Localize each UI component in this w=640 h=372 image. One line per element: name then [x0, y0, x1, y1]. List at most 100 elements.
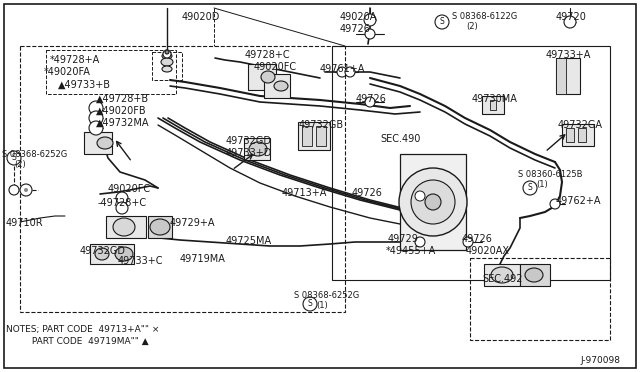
Text: S 08368-6252G: S 08368-6252G: [2, 150, 67, 159]
Circle shape: [425, 194, 441, 210]
Circle shape: [89, 111, 103, 125]
Circle shape: [337, 67, 347, 77]
Bar: [84, 132, 112, 154]
Text: 49020FC: 49020FC: [254, 62, 297, 72]
Text: 49726: 49726: [352, 188, 383, 198]
Text: 49726: 49726: [356, 94, 387, 104]
Text: ▲49728+B: ▲49728+B: [96, 94, 149, 104]
Circle shape: [364, 14, 376, 26]
Bar: [566, 128, 574, 142]
Ellipse shape: [249, 142, 267, 156]
Text: PART CODE  49719MA"" ▲: PART CODE 49719MA"" ▲: [6, 337, 148, 346]
Ellipse shape: [161, 58, 173, 66]
Circle shape: [345, 67, 355, 77]
Bar: [578, 128, 586, 142]
Bar: [470, 258, 610, 340]
Ellipse shape: [150, 219, 170, 235]
Bar: [46, 50, 176, 94]
Text: 49719MA: 49719MA: [180, 254, 226, 264]
Text: 49720: 49720: [556, 12, 587, 22]
Circle shape: [399, 168, 467, 236]
Bar: [264, 74, 290, 98]
Circle shape: [415, 191, 425, 201]
Text: 49020A: 49020A: [340, 12, 378, 22]
Text: (2): (2): [14, 160, 26, 169]
Circle shape: [463, 237, 473, 247]
Text: 49732GD: 49732GD: [226, 136, 272, 146]
Ellipse shape: [113, 218, 135, 236]
Text: ▲49020FB: ▲49020FB: [96, 106, 147, 116]
Ellipse shape: [97, 137, 113, 149]
Text: S: S: [12, 154, 17, 163]
Text: S 08360-6125B: S 08360-6125B: [518, 170, 582, 179]
Text: SEC.492: SEC.492: [482, 274, 522, 284]
Text: *49020FA: *49020FA: [44, 67, 91, 77]
Text: 49732GB: 49732GB: [299, 120, 344, 130]
Ellipse shape: [162, 53, 172, 59]
Ellipse shape: [95, 248, 109, 260]
Bar: [562, 124, 594, 146]
Text: 49733+D: 49733+D: [226, 148, 273, 158]
Circle shape: [411, 180, 455, 224]
Text: 49713+A: 49713+A: [282, 188, 328, 198]
Bar: [148, 216, 172, 238]
Text: 49725MA: 49725MA: [226, 236, 272, 246]
Text: SEC.490: SEC.490: [380, 134, 420, 144]
Ellipse shape: [162, 66, 172, 72]
Text: ▲49733+B: ▲49733+B: [58, 80, 111, 90]
Circle shape: [564, 16, 576, 28]
Text: 49762+A: 49762+A: [556, 196, 602, 206]
Bar: [490, 100, 496, 110]
Text: *49728+A: *49728+A: [50, 55, 100, 65]
Circle shape: [116, 202, 128, 214]
Bar: [316, 126, 326, 146]
Text: S: S: [440, 17, 444, 26]
Text: 49728+C: 49728+C: [245, 50, 291, 60]
Text: 49020FC: 49020FC: [108, 184, 151, 194]
Bar: [332, 46, 610, 280]
Bar: [248, 64, 276, 90]
Text: 49729: 49729: [388, 234, 419, 244]
Circle shape: [7, 151, 21, 165]
Text: -49728+C: -49728+C: [98, 198, 147, 208]
Text: (2): (2): [466, 22, 477, 31]
Text: 49726: 49726: [462, 234, 493, 244]
Bar: [302, 126, 312, 146]
Text: 49730MA: 49730MA: [472, 94, 518, 104]
Circle shape: [415, 237, 425, 247]
Ellipse shape: [491, 267, 513, 283]
Circle shape: [163, 50, 171, 58]
Bar: [152, 52, 182, 80]
Text: 49733+A: 49733+A: [546, 50, 591, 60]
Text: (1): (1): [316, 301, 328, 310]
Bar: [482, 96, 504, 114]
Bar: [244, 138, 270, 160]
Ellipse shape: [525, 268, 543, 282]
Text: J-970098: J-970098: [580, 356, 620, 365]
Text: S: S: [527, 183, 532, 192]
Bar: [520, 264, 550, 286]
Bar: [484, 264, 520, 286]
Circle shape: [24, 188, 28, 192]
Bar: [298, 122, 330, 150]
Ellipse shape: [261, 71, 275, 83]
Text: 49020D: 49020D: [182, 12, 220, 22]
Circle shape: [9, 185, 19, 195]
Circle shape: [20, 184, 32, 196]
Circle shape: [365, 29, 375, 39]
Text: ▲49732MA: ▲49732MA: [96, 118, 150, 128]
Text: 49732GD: 49732GD: [80, 246, 126, 256]
Text: 49733+C: 49733+C: [118, 256, 163, 266]
Bar: [90, 244, 134, 264]
Text: (1): (1): [536, 180, 548, 189]
Ellipse shape: [115, 247, 133, 261]
Circle shape: [303, 297, 317, 311]
Text: 49729+A: 49729+A: [170, 218, 216, 228]
Ellipse shape: [274, 81, 288, 91]
Circle shape: [550, 199, 560, 209]
Circle shape: [435, 15, 449, 29]
Circle shape: [523, 181, 537, 195]
Text: 49020AX: 49020AX: [466, 246, 510, 256]
Bar: [400, 154, 466, 250]
Text: 49761+A: 49761+A: [320, 64, 365, 74]
